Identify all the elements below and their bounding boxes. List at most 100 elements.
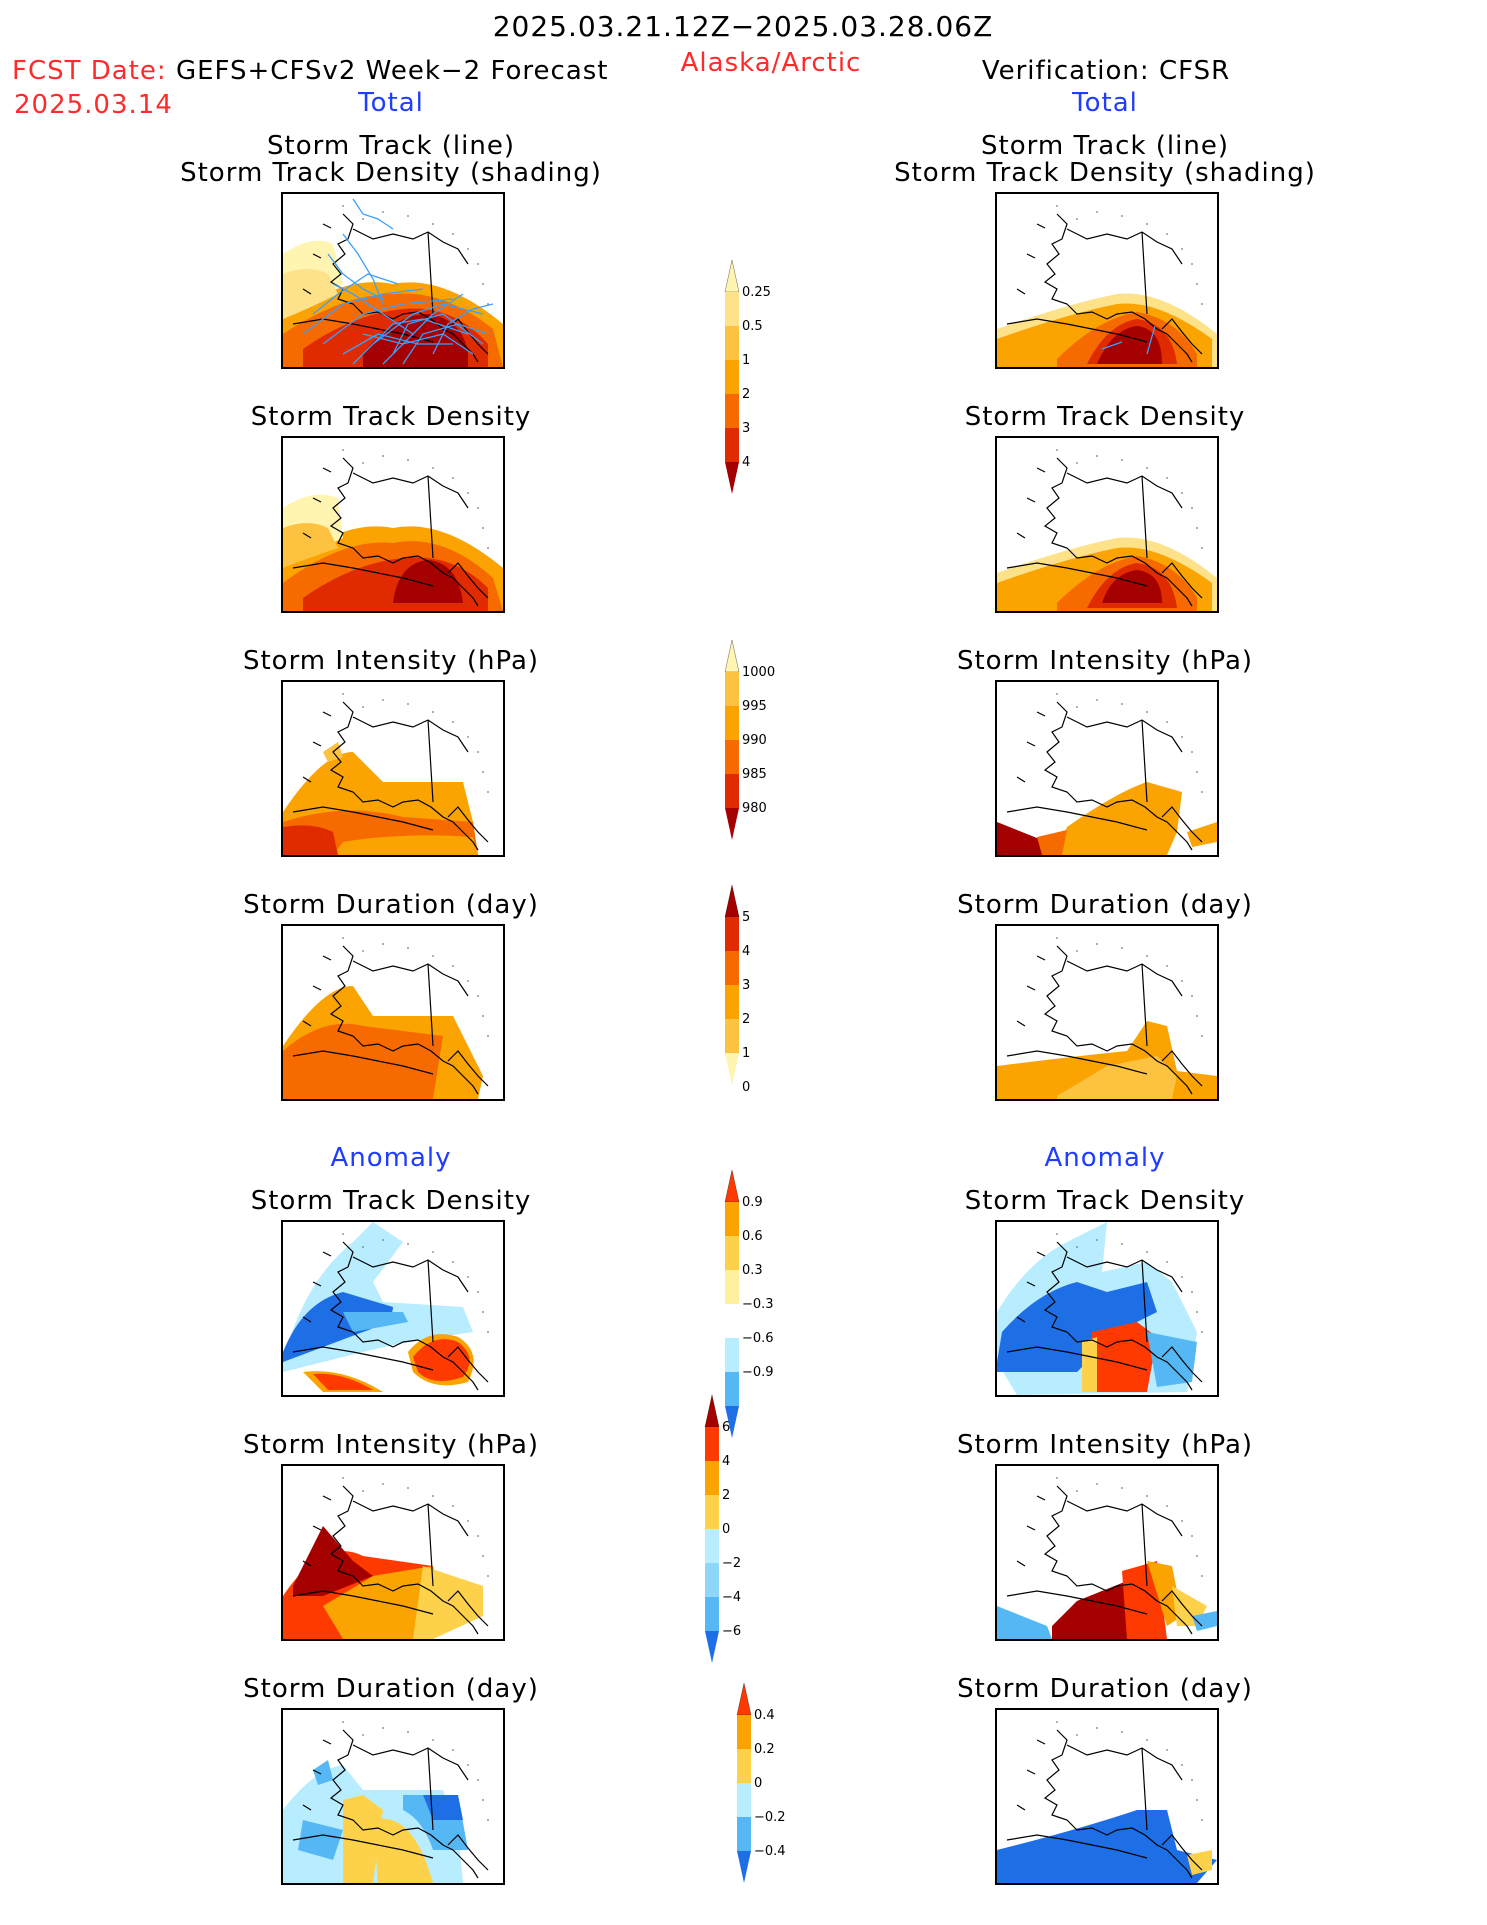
colorbar-segment [725,326,739,360]
colorbar-duration-anom: 0.4 0.2 0 −0.2 −0.4 [727,1682,797,1891]
colorbar-density-anom: 0.9 0.6 0.3 −0.3 −0.6 −0.9 [715,1169,785,1446]
map-intensity-verification [995,680,1219,857]
colorbar-label: 0 [754,1776,762,1791]
fcst-label: FCST Date: [12,56,167,86]
colorbar-segment [705,1495,719,1529]
title-density-left: Storm Track Density [250,402,532,432]
map-anom-duration-forecast [281,1708,505,1885]
colorbar-top-arrow [724,259,740,293]
title-track-shading-left: Storm Track Density (shading) [180,158,602,188]
colorbar-label: −6 [722,1624,741,1639]
colorbar-label: 2 [742,1012,750,1027]
colorbar-label: 2 [742,387,750,402]
map-track-verification [995,192,1219,369]
colorbar-label: −0.2 [754,1810,786,1825]
colorbar-label: −0.4 [754,1844,786,1859]
colorbar-label: 1000 [742,665,775,680]
colorbar-segment [737,1783,751,1817]
colorbar-label: 1 [742,1046,750,1061]
colorbar-label: 0.25 [742,285,771,300]
verification-label: Verification: CFSR [981,56,1231,86]
title-anom-duration-right: Storm Duration (day) [957,1674,1253,1704]
colorbar-intensity-total: 1000 995 990 985 980 [715,639,785,848]
colorbar-segment [725,1338,739,1372]
colorbar-segment [725,1202,739,1236]
map-anom-density-verification [995,1220,1219,1397]
title-intensity-right: Storm Intensity (hPa) [956,646,1254,676]
map-density-verification [995,436,1219,613]
colorbar-duration-total: 5 4 3 2 1 0 [715,884,785,1095]
colorbar-segment [705,1529,719,1563]
colorbar-segment [725,774,739,808]
colorbar-bottom-arrow [725,462,739,494]
left-total-label: Total [358,88,424,118]
colorbar-label: −0.9 [742,1365,774,1380]
colorbar-segment [705,1427,719,1461]
colorbar-label: 1 [742,353,750,368]
title-intensity-left: Storm Intensity (hPa) [242,646,540,676]
colorbar-segment [737,1817,751,1851]
title-track-line-right: Storm Track (line) [981,131,1229,161]
colorbar-label: −0.6 [742,1331,774,1346]
colorbar-segment [725,917,739,951]
title-duration-right: Storm Duration (day) [957,890,1253,920]
title-track-shading-right: Storm Track Density (shading) [894,158,1316,188]
map-anom-intensity-verification [995,1464,1219,1641]
colorbar-bottom-arrow [705,1631,719,1663]
colorbar-top-arrow [724,884,740,918]
map-intensity-forecast [281,680,505,857]
colorbar-label: 980 [742,801,767,816]
colorbar-label: −4 [722,1590,741,1605]
colorbar-label: 3 [742,978,750,993]
colorbar-label: 2 [722,1488,730,1503]
colorbar-segment [705,1597,719,1631]
colorbar-bottom-arrow [725,1406,739,1438]
colorbar-intensity-anom: 6 4 2 0 −2 −4 −6 [695,1394,765,1671]
title-anom-duration-left: Storm Duration (day) [243,1674,539,1704]
title-anom-density-right: Storm Track Density [964,1186,1246,1216]
colorbar-label: 6 [722,1420,730,1435]
title-anom-density-left: Storm Track Density [250,1186,532,1216]
colorbar-segment [705,1461,719,1495]
colorbar-top-arrow [704,1394,720,1428]
colorbar-label: 4 [742,944,750,959]
colorbar-label: 0 [742,1080,750,1095]
right-total-label: Total [1072,88,1138,118]
region-label: Alaska/Arctic [680,48,862,78]
fcst-date-label: FCST Date: GEFS+CFSv2 Week−2 Forecast [12,56,609,86]
colorbar-bottom-arrow [737,1851,751,1883]
colorbar-segment [725,1372,739,1406]
date-range-title: 2025.03.21.12Z−2025.03.28.06Z [492,10,994,43]
colorbar-segment [725,672,739,706]
colorbar-label: 990 [742,733,767,748]
colorbar-label: 0.2 [754,1742,775,1757]
colorbar-label: 985 [742,767,767,782]
colorbar-label: −2 [722,1556,741,1571]
colorbar-label: 4 [742,455,750,470]
colorbar-density-total: 0.25 0.5 1 2 3 4 [715,259,785,502]
title-density-right: Storm Track Density [964,402,1246,432]
colorbar-segment [725,1236,739,1270]
colorbar-segment [737,1715,751,1749]
title-track-line-left: Storm Track (line) [267,131,515,161]
title-duration-left: Storm Duration (day) [243,890,539,920]
colorbar-segment [725,428,739,462]
colorbar-bottom-arrow [725,1053,739,1085]
colorbar-label: 0.6 [742,1229,763,1244]
map-density-forecast [281,436,505,613]
colorbar-segment [737,1749,751,1783]
colorbar-label: 995 [742,699,767,714]
colorbar-segment [725,360,739,394]
map-anom-density-forecast [281,1220,505,1397]
colorbar-label: 0 [722,1522,730,1537]
colorbar-label: 4 [722,1454,730,1469]
colorbar-segment [725,706,739,740]
fcst-model: GEFS+CFSv2 Week−2 Forecast [175,56,609,86]
map-duration-forecast [281,924,505,1101]
map-duration-verification [995,924,1219,1101]
colorbar-label: 5 [742,910,750,925]
colorbar-segment [725,394,739,428]
colorbar-segment [725,1270,739,1304]
title-anom-intensity-right: Storm Intensity (hPa) [956,1430,1254,1460]
colorbar-top-arrow [736,1682,752,1716]
